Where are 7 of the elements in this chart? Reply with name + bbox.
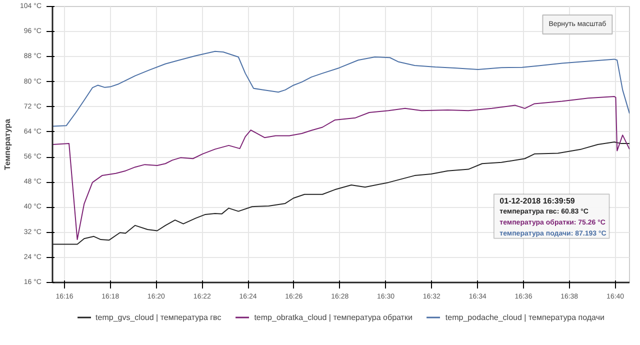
line-series (52, 50, 630, 127)
annotation: 01-12-2018 16:39:59 (500, 196, 576, 206)
legend-label: temp_obratka_cloud | температура обратки (254, 312, 412, 322)
legend-label: temp_gvs_cloud | температура гвс (96, 312, 222, 322)
y-axis-title: Температура (3, 118, 12, 170)
legend-label: temp_podache_cloud | температура подачи (445, 312, 604, 322)
line-series (52, 96, 630, 240)
